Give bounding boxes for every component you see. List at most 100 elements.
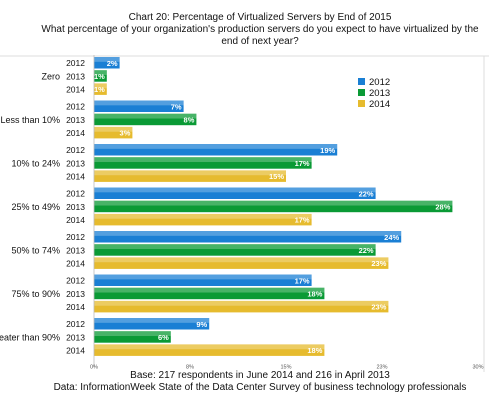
year-label: 2014 <box>66 258 85 268</box>
year-label: 2014 <box>66 302 85 312</box>
data-label: 23% <box>371 303 386 312</box>
bar-2014 <box>94 257 389 269</box>
footer-base-note: Base: 217 respondents in June 2014 and 2… <box>130 370 390 381</box>
data-label: 3% <box>120 129 131 138</box>
bar-2014 <box>94 213 312 226</box>
data-label: 6% <box>158 333 169 342</box>
category-label: Greater than 90% <box>0 332 60 342</box>
chart-subtitle-line-2: end of next year? <box>221 36 299 47</box>
bar-highlight <box>94 257 389 263</box>
bar-highlight <box>94 200 453 206</box>
chart-title: Chart 20: Percentage of Virtualized Serv… <box>128 12 392 23</box>
year-label: 2014 <box>66 84 85 94</box>
year-label: 2012 <box>66 232 85 242</box>
bar-highlight <box>94 287 325 293</box>
bar-2013 <box>94 200 453 213</box>
data-label: 24% <box>384 233 399 242</box>
year-label: 2013 <box>66 332 85 342</box>
bar-2013 <box>94 70 107 82</box>
data-label: 19% <box>320 146 335 155</box>
bar-2014 <box>94 170 286 182</box>
legend-swatch-2014 <box>358 100 365 107</box>
data-label: 7% <box>171 102 182 111</box>
year-label: 2013 <box>66 245 85 255</box>
year-label: 2012 <box>66 58 85 68</box>
category-label: Zero <box>41 71 60 81</box>
bar-highlight <box>94 157 312 163</box>
data-label: 9% <box>196 320 207 329</box>
year-label: 2012 <box>66 276 85 286</box>
year-label: 2014 <box>66 171 85 181</box>
data-label: 28% <box>435 202 450 211</box>
bar-highlight <box>94 274 312 280</box>
bar-2012 <box>94 57 120 69</box>
year-label: 2013 <box>66 158 85 168</box>
bar-highlight <box>94 83 107 89</box>
footer-source-note: Data: InformationWeek State of the Data … <box>53 382 467 393</box>
bar-2014 <box>94 126 133 139</box>
bar-highlight <box>94 100 184 106</box>
year-label: 2013 <box>66 115 85 125</box>
bar-2014 <box>94 300 389 313</box>
bar-highlight <box>94 144 338 149</box>
bar-highlight <box>94 300 389 306</box>
legend-swatch-2012 <box>358 78 365 85</box>
x-tick-label: 23% <box>376 365 387 371</box>
data-label: 15% <box>269 172 284 181</box>
bar-highlight <box>94 170 286 176</box>
data-label: 22% <box>359 246 374 255</box>
data-label: 2% <box>107 59 118 68</box>
x-tick-label: 8% <box>186 365 194 371</box>
x-tick-label: 15% <box>280 365 291 371</box>
bar-highlight <box>94 344 325 350</box>
year-label: 2014 <box>66 345 85 355</box>
bar-2012 <box>94 100 184 112</box>
data-label: 18% <box>307 289 322 298</box>
chart-subtitle-line-1: What percentage of your organization's p… <box>41 24 479 35</box>
year-label: 2012 <box>66 319 85 329</box>
x-tick-label: 30% <box>472 365 483 371</box>
year-label: 2012 <box>66 102 85 112</box>
category-label: 75% to 90% <box>11 289 60 299</box>
bar-2014 <box>94 83 107 95</box>
category-label: 25% to 49% <box>11 202 60 212</box>
bar-highlight <box>94 187 376 193</box>
bar-highlight <box>94 231 402 236</box>
data-label: 22% <box>359 189 374 198</box>
bar-2014 <box>94 344 325 356</box>
data-label: 8% <box>184 115 195 124</box>
data-label: 1% <box>94 72 105 81</box>
bar-highlight <box>94 213 312 219</box>
data-label: 17% <box>295 159 310 168</box>
year-label: 2014 <box>66 215 85 225</box>
bar-highlight <box>94 331 171 337</box>
bar-highlight <box>94 57 120 62</box>
bar-2012 <box>94 144 338 156</box>
year-label: 2014 <box>66 128 85 138</box>
bar-2013 <box>94 244 376 256</box>
year-label: 2013 <box>66 202 85 212</box>
bar-highlight <box>94 70 107 76</box>
legend-swatch-2013 <box>358 89 365 96</box>
bar-2012 <box>94 231 402 243</box>
legend-label-2013: 2013 <box>369 88 390 99</box>
bar-2012 <box>94 187 376 199</box>
bar-2012 <box>94 318 210 330</box>
data-label: 1% <box>94 85 105 94</box>
year-label: 2012 <box>66 145 85 155</box>
data-label: 17% <box>295 276 310 285</box>
legend-label-2012: 2012 <box>369 77 390 88</box>
category-label: 10% to 24% <box>11 158 60 168</box>
year-label: 2013 <box>66 289 85 299</box>
year-label: 2013 <box>66 71 85 81</box>
data-label: 23% <box>371 259 386 268</box>
bar-highlight <box>94 126 133 132</box>
category-label: 50% to 74% <box>11 245 60 255</box>
bar-highlight <box>94 318 210 323</box>
legend-label-2014: 2014 <box>369 99 390 110</box>
bar-2013 <box>94 287 325 300</box>
category-label: Less than 10% <box>0 115 60 125</box>
bar-highlight <box>94 113 197 119</box>
bar-2012 <box>94 274 312 286</box>
